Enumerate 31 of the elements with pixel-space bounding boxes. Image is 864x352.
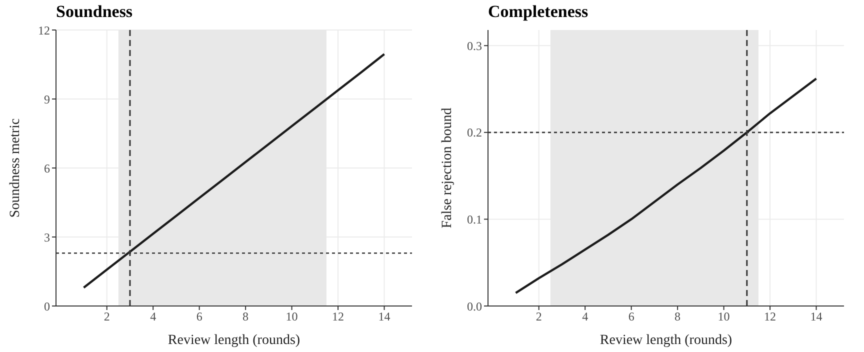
y-tick-label: 0 — [44, 299, 50, 314]
x-tick-label: 14 — [810, 310, 822, 324]
x-tick-label: 4 — [582, 310, 588, 324]
y-tick-label: 0.1 — [467, 212, 482, 226]
x-tick-label: 12 — [764, 310, 776, 324]
y-tick-label: 0.0 — [467, 299, 482, 314]
x-tick-label: 12 — [332, 310, 344, 324]
x-tick-label: 14 — [378, 310, 390, 324]
y-axis-title: Soundness metric — [8, 118, 23, 218]
x-axis-title: Review length (rounds) — [600, 333, 732, 348]
line-series — [82, 53, 386, 289]
y-tick-label: 6 — [44, 161, 50, 176]
x-tick-label: 10 — [718, 310, 730, 324]
x-tick-label: 6 — [196, 310, 202, 324]
y-tick-label: 9 — [44, 92, 50, 106]
chart-title: Completeness — [488, 2, 588, 22]
chart-title: Soundness — [56, 2, 133, 22]
x-tick-label: 4 — [150, 310, 156, 324]
y-tick-label: 0.3 — [467, 38, 482, 53]
y-axis-title: False rejection bound — [440, 108, 455, 228]
x-tick-label: 6 — [628, 310, 634, 324]
y-tick-label: 0.2 — [467, 126, 482, 140]
x-tick-label: 2 — [104, 310, 110, 324]
x-tick-label: 2 — [536, 310, 542, 324]
x-tick-label: 8 — [674, 310, 681, 324]
line-series — [514, 78, 818, 294]
x-tick-label: 8 — [242, 310, 249, 324]
x-axis-title: Review length (rounds) — [168, 333, 300, 348]
y-tick-label: 3 — [44, 230, 50, 244]
x-tick-label: 10 — [286, 310, 298, 324]
y-tick-label: 12 — [38, 23, 50, 38]
